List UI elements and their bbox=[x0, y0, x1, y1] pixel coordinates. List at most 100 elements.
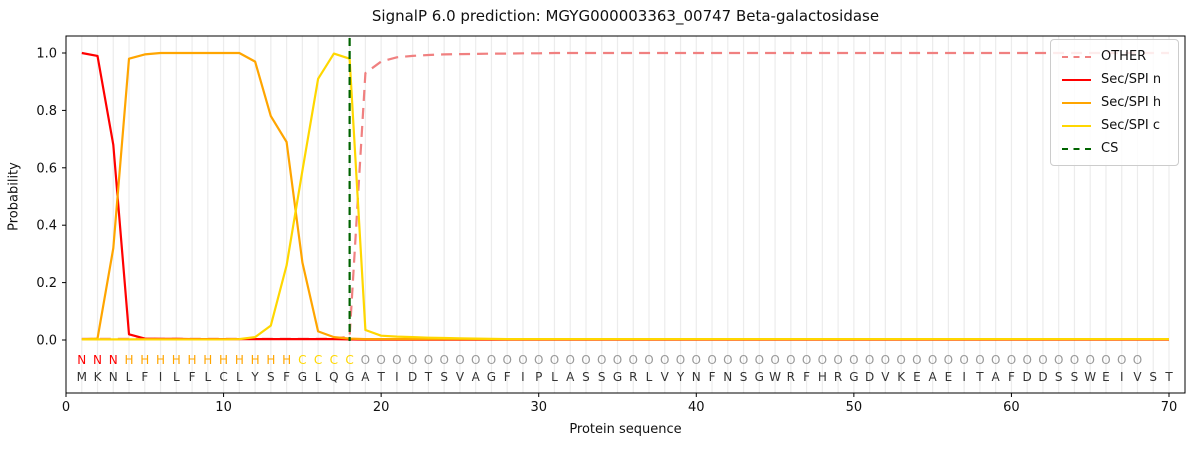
residue-letter: G bbox=[298, 370, 307, 384]
residue-letter: A bbox=[992, 370, 1001, 384]
region-letter: O bbox=[928, 353, 937, 367]
region-letter: O bbox=[818, 353, 827, 367]
residue-letter: T bbox=[376, 370, 385, 384]
residue-letter: D bbox=[1023, 370, 1032, 384]
region-letter: O bbox=[597, 353, 606, 367]
residue-letter: G bbox=[755, 370, 764, 384]
region-letter: O bbox=[1070, 353, 1079, 367]
region-letter: O bbox=[1022, 353, 1031, 367]
region-letter: O bbox=[361, 353, 370, 367]
residue-letter: L bbox=[646, 370, 653, 384]
residue-letter: D bbox=[1038, 370, 1047, 384]
residue-letter: R bbox=[629, 370, 637, 384]
residue-letter: T bbox=[1164, 370, 1173, 384]
residue-letter: S bbox=[1055, 370, 1063, 384]
region-letter: H bbox=[188, 353, 197, 367]
y-tick-label: 0.4 bbox=[36, 219, 57, 234]
residue-letter: F bbox=[1008, 370, 1015, 384]
region-letter: O bbox=[975, 353, 984, 367]
legend-item-cs: CS bbox=[1062, 141, 1166, 156]
residue-letter: W bbox=[1084, 370, 1096, 384]
region-letter: H bbox=[140, 353, 149, 367]
residue-letter: I bbox=[395, 370, 399, 384]
legend-label: Sec/SPI c bbox=[1101, 118, 1160, 133]
residue-letter: D bbox=[865, 370, 874, 384]
region-letter: O bbox=[660, 353, 669, 367]
residue-letter: G bbox=[345, 370, 354, 384]
residue-letter: S bbox=[1071, 370, 1079, 384]
residue-letter: I bbox=[521, 370, 525, 384]
chart-title: SignalP 6.0 prediction: MGYG000003363_00… bbox=[371, 7, 880, 25]
region-letter: H bbox=[235, 353, 244, 367]
residue-letter: F bbox=[283, 370, 290, 384]
residue-letter: R bbox=[787, 370, 795, 384]
region-letter: O bbox=[896, 353, 905, 367]
residue-letter: V bbox=[881, 370, 890, 384]
region-letter: C bbox=[345, 353, 353, 367]
legend-label: CS bbox=[1101, 141, 1119, 156]
region-letter: O bbox=[550, 353, 559, 367]
region-letter: O bbox=[1038, 353, 1047, 367]
region-letter: O bbox=[644, 353, 653, 367]
legend: OTHER Sec/SPI n Sec/SPI h Sec/SPI c CS bbox=[1050, 39, 1179, 166]
region-letter: O bbox=[629, 353, 638, 367]
region-letter: O bbox=[1117, 353, 1126, 367]
residue-letter: I bbox=[962, 370, 966, 384]
series-other bbox=[81, 51, 1169, 340]
region-letter: O bbox=[786, 353, 795, 367]
legend-swatch bbox=[1062, 78, 1091, 81]
residue-letter: H bbox=[818, 370, 827, 384]
residue-letter: L bbox=[173, 370, 180, 384]
region-letter: O bbox=[944, 353, 953, 367]
residue-letter: E bbox=[1102, 370, 1110, 384]
legend-label: Sec/SPI h bbox=[1101, 95, 1162, 110]
region-letter: H bbox=[251, 353, 260, 367]
residue-letter: S bbox=[582, 370, 590, 384]
region-letter: O bbox=[455, 353, 464, 367]
region-letter: O bbox=[1085, 353, 1094, 367]
residue-letter: W bbox=[769, 370, 781, 384]
residue-letter: V bbox=[1133, 370, 1142, 384]
residue-letter: S bbox=[440, 370, 448, 384]
region-letter: H bbox=[266, 353, 275, 367]
y-tick-label: 0.8 bbox=[36, 104, 57, 119]
residue-letter: L bbox=[315, 370, 322, 384]
legend-swatch bbox=[1062, 124, 1091, 127]
region-letter: N bbox=[109, 353, 118, 367]
x-axis-label: Protein sequence bbox=[569, 422, 682, 437]
residue-letter: F bbox=[803, 370, 810, 384]
x-tick-label: 40 bbox=[688, 400, 705, 415]
region-letter: O bbox=[755, 353, 764, 367]
residue-letter: S bbox=[740, 370, 748, 384]
residue-letter: T bbox=[424, 370, 433, 384]
residue-letter: M bbox=[77, 370, 87, 384]
legend-swatch bbox=[1062, 101, 1091, 104]
residue-letter: A bbox=[929, 370, 938, 384]
residue-letter: P bbox=[535, 370, 542, 384]
residue-letter: T bbox=[975, 370, 984, 384]
residue-letter: S bbox=[267, 370, 275, 384]
y-tick-label: 1.0 bbox=[36, 47, 57, 62]
region-letter: O bbox=[802, 353, 811, 367]
legend-swatch bbox=[1062, 55, 1091, 58]
residue-letter: F bbox=[189, 370, 196, 384]
residue-letter: G bbox=[613, 370, 622, 384]
region-letter: O bbox=[723, 353, 732, 367]
residue-letter: Q bbox=[329, 370, 338, 384]
x-tick-label: 50 bbox=[846, 400, 863, 415]
residue-letter: I bbox=[159, 370, 163, 384]
region-letter: O bbox=[865, 353, 874, 367]
y-tick-label: 0.2 bbox=[36, 276, 57, 291]
region-letter: O bbox=[408, 353, 417, 367]
region-letter: H bbox=[125, 353, 134, 367]
residue-letter: V bbox=[456, 370, 465, 384]
region-letter: O bbox=[518, 353, 527, 367]
region-letter: O bbox=[912, 353, 921, 367]
residue-letter: S bbox=[598, 370, 606, 384]
residue-letter: D bbox=[408, 370, 417, 384]
x-tick-label: 30 bbox=[530, 400, 547, 415]
region-letter: O bbox=[692, 353, 701, 367]
region-letter: O bbox=[881, 353, 890, 367]
